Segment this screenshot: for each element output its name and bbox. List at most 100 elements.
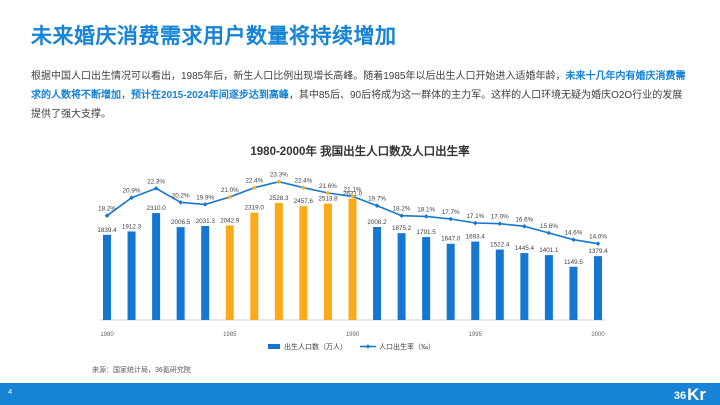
- rate-point-1980: [104, 213, 110, 218]
- bar-label-1992: 1875.2: [392, 225, 412, 232]
- paragraph-text-3: ，其中85后、90后将成为这一群体的主力军。这样的人口环境无疑为婚庆O2O行业的…: [31, 90, 683, 120]
- rate-point-1998: [546, 230, 552, 236]
- rate-point-1989: [325, 190, 331, 196]
- bar-label-1980: 1839.4: [97, 227, 117, 234]
- bar-1980: [103, 234, 111, 320]
- bar-label-1981: 1912.3: [122, 223, 142, 230]
- paragraph-text-2: ，: [121, 90, 131, 101]
- rate-point-2000: [595, 241, 601, 246]
- rate-point-1995: [472, 220, 478, 226]
- bar-label-1997: 1445.4: [515, 245, 535, 252]
- x-tick-2000: 2000: [591, 332, 605, 338]
- legend-line-marker: [365, 344, 371, 349]
- rate-point-1991: [374, 203, 380, 208]
- bar-label-1990: 2621.0: [343, 191, 363, 198]
- rate-label-1985: 21.0%: [221, 187, 239, 194]
- bar-label-1991: 2008.2: [367, 219, 387, 226]
- rate-label-1984: 19.9%: [196, 194, 214, 201]
- paragraph-highlight-2: 预计在2015-2024年间逐步达到高峰: [131, 90, 289, 101]
- rate-label-1999: 14.6%: [565, 230, 583, 237]
- x-tick-1980: 1980: [100, 332, 114, 338]
- rate-label-2000: 14.0%: [589, 234, 607, 241]
- rate-point-1988: [301, 185, 306, 191]
- bar-1988: [299, 206, 308, 320]
- rate-point-1987: [276, 179, 282, 185]
- rate-label-1986: 22.4%: [245, 178, 263, 185]
- bar-1986: [250, 212, 259, 320]
- footer-bar: [0, 383, 720, 405]
- bar-label-1983: 2006.5: [171, 219, 191, 226]
- rate-point-1984: [202, 202, 208, 207]
- rate-point-1981: [129, 195, 134, 201]
- paragraph-highlight-1: 未来十几年内有婚庆消费需求的人数将不断增加: [31, 71, 686, 101]
- bar-label-1982: 2310.0: [146, 205, 166, 212]
- page-title: 未来婚庆消费需求用户数量将持续增加: [31, 25, 397, 48]
- legend-bar-label: 出生人口数（万人）: [284, 342, 347, 351]
- rate-label-1983: 20.2%: [172, 192, 190, 199]
- legend-line-label: 人口出生率（‰）: [379, 342, 435, 351]
- intro-paragraph: 根据中国人口出生情况可以看出，1985年后，新生人口比例出现增长高峰。随着198…: [31, 67, 687, 124]
- rate-point-1999: [571, 237, 576, 242]
- bar-label-1987: 2528.3: [269, 195, 289, 202]
- rate-point-1993: [423, 214, 429, 219]
- legend-bar-swatch: [268, 344, 280, 349]
- bar-1987: [274, 202, 283, 320]
- rate-label-1988: 22.4%: [294, 178, 312, 185]
- rate-label-1990: 21.1%: [344, 186, 362, 193]
- rate-label-1982: 22.3%: [147, 178, 165, 185]
- bar-label-1985: 2042.9: [220, 217, 240, 224]
- rate-point-1990: [350, 194, 355, 199]
- rate-label-1992: 18.2%: [393, 206, 411, 213]
- rate-label-1998: 15.6%: [540, 223, 558, 230]
- bar-1984: [201, 225, 210, 320]
- bar-label-1988: 2457.6: [294, 198, 314, 205]
- bar-label-1986: 2319.0: [245, 205, 265, 212]
- bar-1989: [323, 203, 332, 320]
- bar-label-2000: 1379.4: [588, 248, 608, 255]
- rate-point-1983: [178, 200, 183, 205]
- rate-label-1997: 16.6%: [515, 216, 533, 223]
- logo-letters: Kr: [687, 385, 706, 404]
- rate-point-1982: [153, 186, 159, 191]
- bar-1981: [127, 231, 136, 320]
- rate-point-1985: [227, 194, 233, 200]
- bar-2000: [594, 256, 602, 320]
- bar-label-1999: 1149.5: [564, 259, 583, 266]
- rate-label-1996: 17.0%: [491, 214, 509, 221]
- bar-1997: [520, 253, 529, 320]
- bar-1982: [152, 213, 161, 320]
- bar-1996: [495, 249, 504, 320]
- bar-label-1984: 2031.3: [196, 218, 216, 225]
- rate-point-1986: [252, 185, 257, 191]
- paragraph-text-1: 根据中国人口出生情况可以看出，1985年后，新生人口比例出现增长高峰。随着198…: [31, 71, 566, 82]
- rate-label-1989: 21.6%: [319, 183, 337, 190]
- rate-label-1987: 23.3%: [270, 172, 288, 179]
- source-note: 来源：国家统计局，36氪研究院: [92, 367, 191, 374]
- x-tick-1985: 1985: [223, 332, 237, 338]
- rate-point-1992: [399, 213, 404, 218]
- rate-label-1980: 18.2%: [98, 206, 116, 213]
- bar-1985: [225, 225, 234, 320]
- brand-logo: 36 Kr: [674, 385, 706, 404]
- chart-title: 1980-2000年 我国出生人口数及人口出生率: [250, 146, 470, 158]
- bar-1991: [373, 227, 382, 320]
- bar-1998: [544, 255, 553, 320]
- rate-label-1994: 17.7%: [442, 209, 460, 216]
- x-tick-1995: 1995: [469, 332, 483, 338]
- bar-1983: [176, 227, 185, 320]
- bar-1992: [397, 233, 406, 320]
- rate-label-1991: 19.7%: [368, 196, 386, 203]
- page-number: 4: [8, 387, 13, 396]
- bar-label-1998: 1401.1: [539, 247, 559, 254]
- bar-1994: [446, 243, 455, 320]
- bar-1993: [422, 237, 431, 320]
- rate-point-1994: [448, 216, 453, 222]
- bar-1999: [569, 266, 578, 320]
- x-tick-1990: 1990: [346, 332, 360, 338]
- bar-label-1993: 1791.5: [417, 229, 437, 236]
- bar-label-1996: 1522.4: [490, 242, 510, 249]
- rate-label-1995: 17.1%: [466, 213, 484, 220]
- rate-label-1981: 20.9%: [123, 188, 141, 195]
- logo-number: 36: [673, 390, 687, 402]
